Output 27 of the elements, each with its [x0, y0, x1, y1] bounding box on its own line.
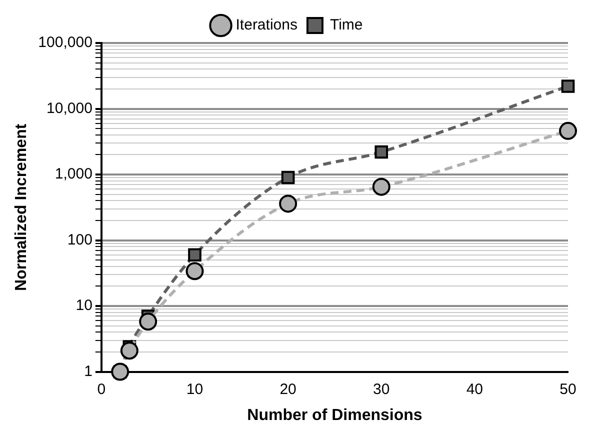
y-tick-label: 100,000	[38, 34, 92, 52]
x-tick-label: 10	[186, 380, 204, 398]
legend-label: Time	[330, 16, 363, 34]
y-axis-title: Normalized Increment	[13, 123, 30, 291]
point	[120, 342, 138, 360]
y-tick-label: 1	[84, 362, 92, 380]
point	[139, 312, 158, 331]
x-tick-label: 40	[466, 380, 484, 398]
y-tick-label: 1,000	[54, 166, 92, 183]
point	[374, 145, 388, 159]
y-tick-label: 10	[76, 297, 92, 314]
point	[561, 80, 575, 93]
x-tick-label: 50	[560, 380, 576, 398]
point	[279, 194, 298, 213]
point	[559, 122, 577, 140]
y-tick-label: 100	[67, 231, 92, 248]
x-tick-label: 0	[97, 380, 106, 398]
x-tick-label: 20	[280, 380, 296, 398]
x-axis-title: Number of Dimensions	[247, 406, 422, 424]
point	[372, 178, 390, 196]
legend-label: Iterations	[236, 16, 298, 34]
x-tick-label: 30	[373, 380, 390, 398]
point	[111, 362, 130, 381]
point	[186, 262, 204, 280]
point	[281, 170, 295, 184]
y-tick-label: 10,000	[46, 100, 92, 117]
point	[188, 248, 202, 262]
